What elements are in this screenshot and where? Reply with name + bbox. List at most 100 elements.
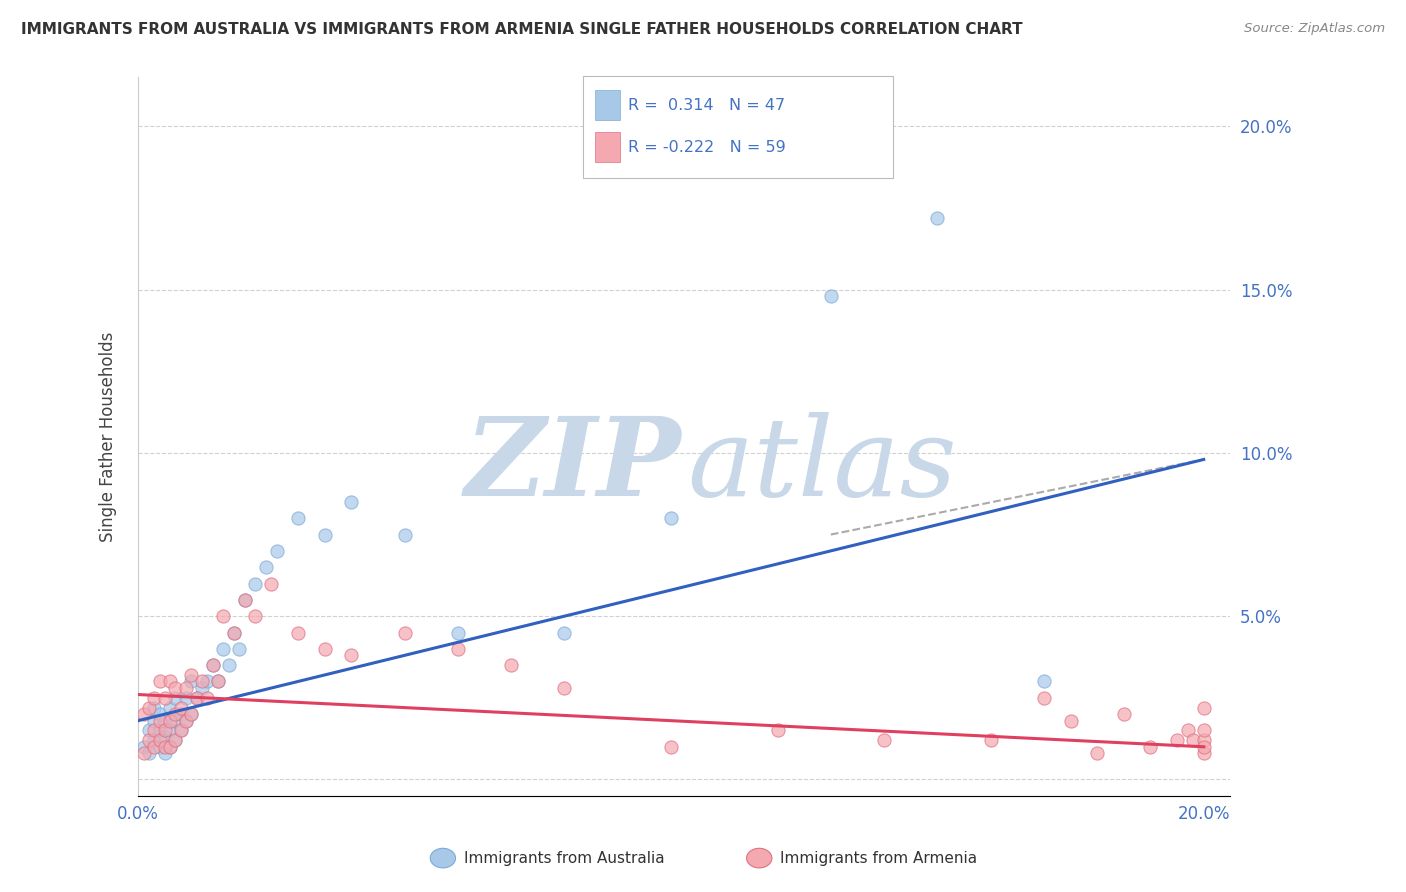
Point <box>138 700 160 714</box>
Point <box>132 739 155 754</box>
Point <box>314 527 336 541</box>
Point <box>165 681 187 695</box>
Point <box>394 625 416 640</box>
Point <box>873 733 896 747</box>
Point <box>153 723 176 738</box>
Point <box>143 714 166 728</box>
Point <box>1085 747 1108 761</box>
Point <box>197 674 219 689</box>
Point <box>148 739 170 754</box>
Point <box>138 747 160 761</box>
Text: atlas: atlas <box>688 411 957 519</box>
Point <box>148 723 170 738</box>
Point <box>201 658 224 673</box>
Point <box>340 495 363 509</box>
Point <box>159 739 181 754</box>
Point <box>170 723 193 738</box>
Point <box>165 733 187 747</box>
Point <box>138 733 160 747</box>
Point <box>197 690 219 705</box>
Point <box>980 733 1002 747</box>
Point <box>501 658 523 673</box>
Point <box>143 733 166 747</box>
Point <box>170 700 193 714</box>
Point <box>180 707 202 722</box>
Point <box>165 733 187 747</box>
Point <box>212 609 235 624</box>
Point <box>143 739 166 754</box>
Point <box>132 707 155 722</box>
Point <box>1177 723 1199 738</box>
Point <box>191 681 214 695</box>
Point <box>233 592 256 607</box>
Point <box>159 714 181 728</box>
Point <box>148 674 170 689</box>
Point <box>207 674 229 689</box>
Point <box>186 690 208 705</box>
Point <box>170 723 193 738</box>
Point <box>159 700 181 714</box>
Text: Immigrants from Armenia: Immigrants from Armenia <box>780 851 977 865</box>
Point <box>820 289 842 303</box>
Point <box>186 690 208 705</box>
Point <box>1059 714 1081 728</box>
Point <box>180 668 202 682</box>
Point <box>1032 690 1054 705</box>
Point <box>222 625 245 640</box>
Point <box>553 681 575 695</box>
Point <box>165 714 187 728</box>
Point <box>138 723 160 738</box>
Point <box>314 641 336 656</box>
Point <box>153 747 176 761</box>
Point <box>222 625 245 640</box>
Point <box>287 625 309 640</box>
Point <box>143 690 166 705</box>
Point <box>1192 733 1215 747</box>
Point <box>553 625 575 640</box>
Point <box>340 648 363 663</box>
Point <box>143 723 166 738</box>
Text: Source: ZipAtlas.com: Source: ZipAtlas.com <box>1244 22 1385 36</box>
Point <box>148 714 170 728</box>
Point <box>1192 723 1215 738</box>
Point <box>180 674 202 689</box>
Text: R =  0.314   N = 47: R = 0.314 N = 47 <box>628 98 786 112</box>
Point <box>174 690 197 705</box>
Point <box>201 658 224 673</box>
Point <box>143 700 166 714</box>
Point <box>174 681 197 695</box>
Point <box>148 733 170 747</box>
Point <box>1166 733 1188 747</box>
Point <box>659 739 682 754</box>
Text: IMMIGRANTS FROM AUSTRALIA VS IMMIGRANTS FROM ARMENIA SINGLE FATHER HOUSEHOLDS CO: IMMIGRANTS FROM AUSTRALIA VS IMMIGRANTS … <box>21 22 1022 37</box>
Point <box>447 625 470 640</box>
Point <box>394 527 416 541</box>
Point <box>153 739 176 754</box>
Point <box>245 576 267 591</box>
Point <box>1112 707 1135 722</box>
Point <box>159 739 181 754</box>
Point <box>1192 747 1215 761</box>
Point <box>165 690 187 705</box>
Point <box>148 707 170 722</box>
Point <box>266 544 288 558</box>
Point <box>170 707 193 722</box>
Text: ZIP: ZIP <box>464 411 681 519</box>
Point <box>1192 739 1215 754</box>
Point <box>447 641 470 656</box>
Point <box>766 723 789 738</box>
Point <box>191 674 214 689</box>
Point <box>159 723 181 738</box>
Point <box>228 641 250 656</box>
Point <box>212 641 235 656</box>
Point <box>233 592 256 607</box>
Point <box>180 707 202 722</box>
Point <box>245 609 267 624</box>
Point <box>207 674 229 689</box>
Point <box>218 658 240 673</box>
Point <box>174 714 197 728</box>
Point <box>1192 700 1215 714</box>
Point <box>153 714 176 728</box>
Point <box>159 674 181 689</box>
Point <box>165 707 187 722</box>
